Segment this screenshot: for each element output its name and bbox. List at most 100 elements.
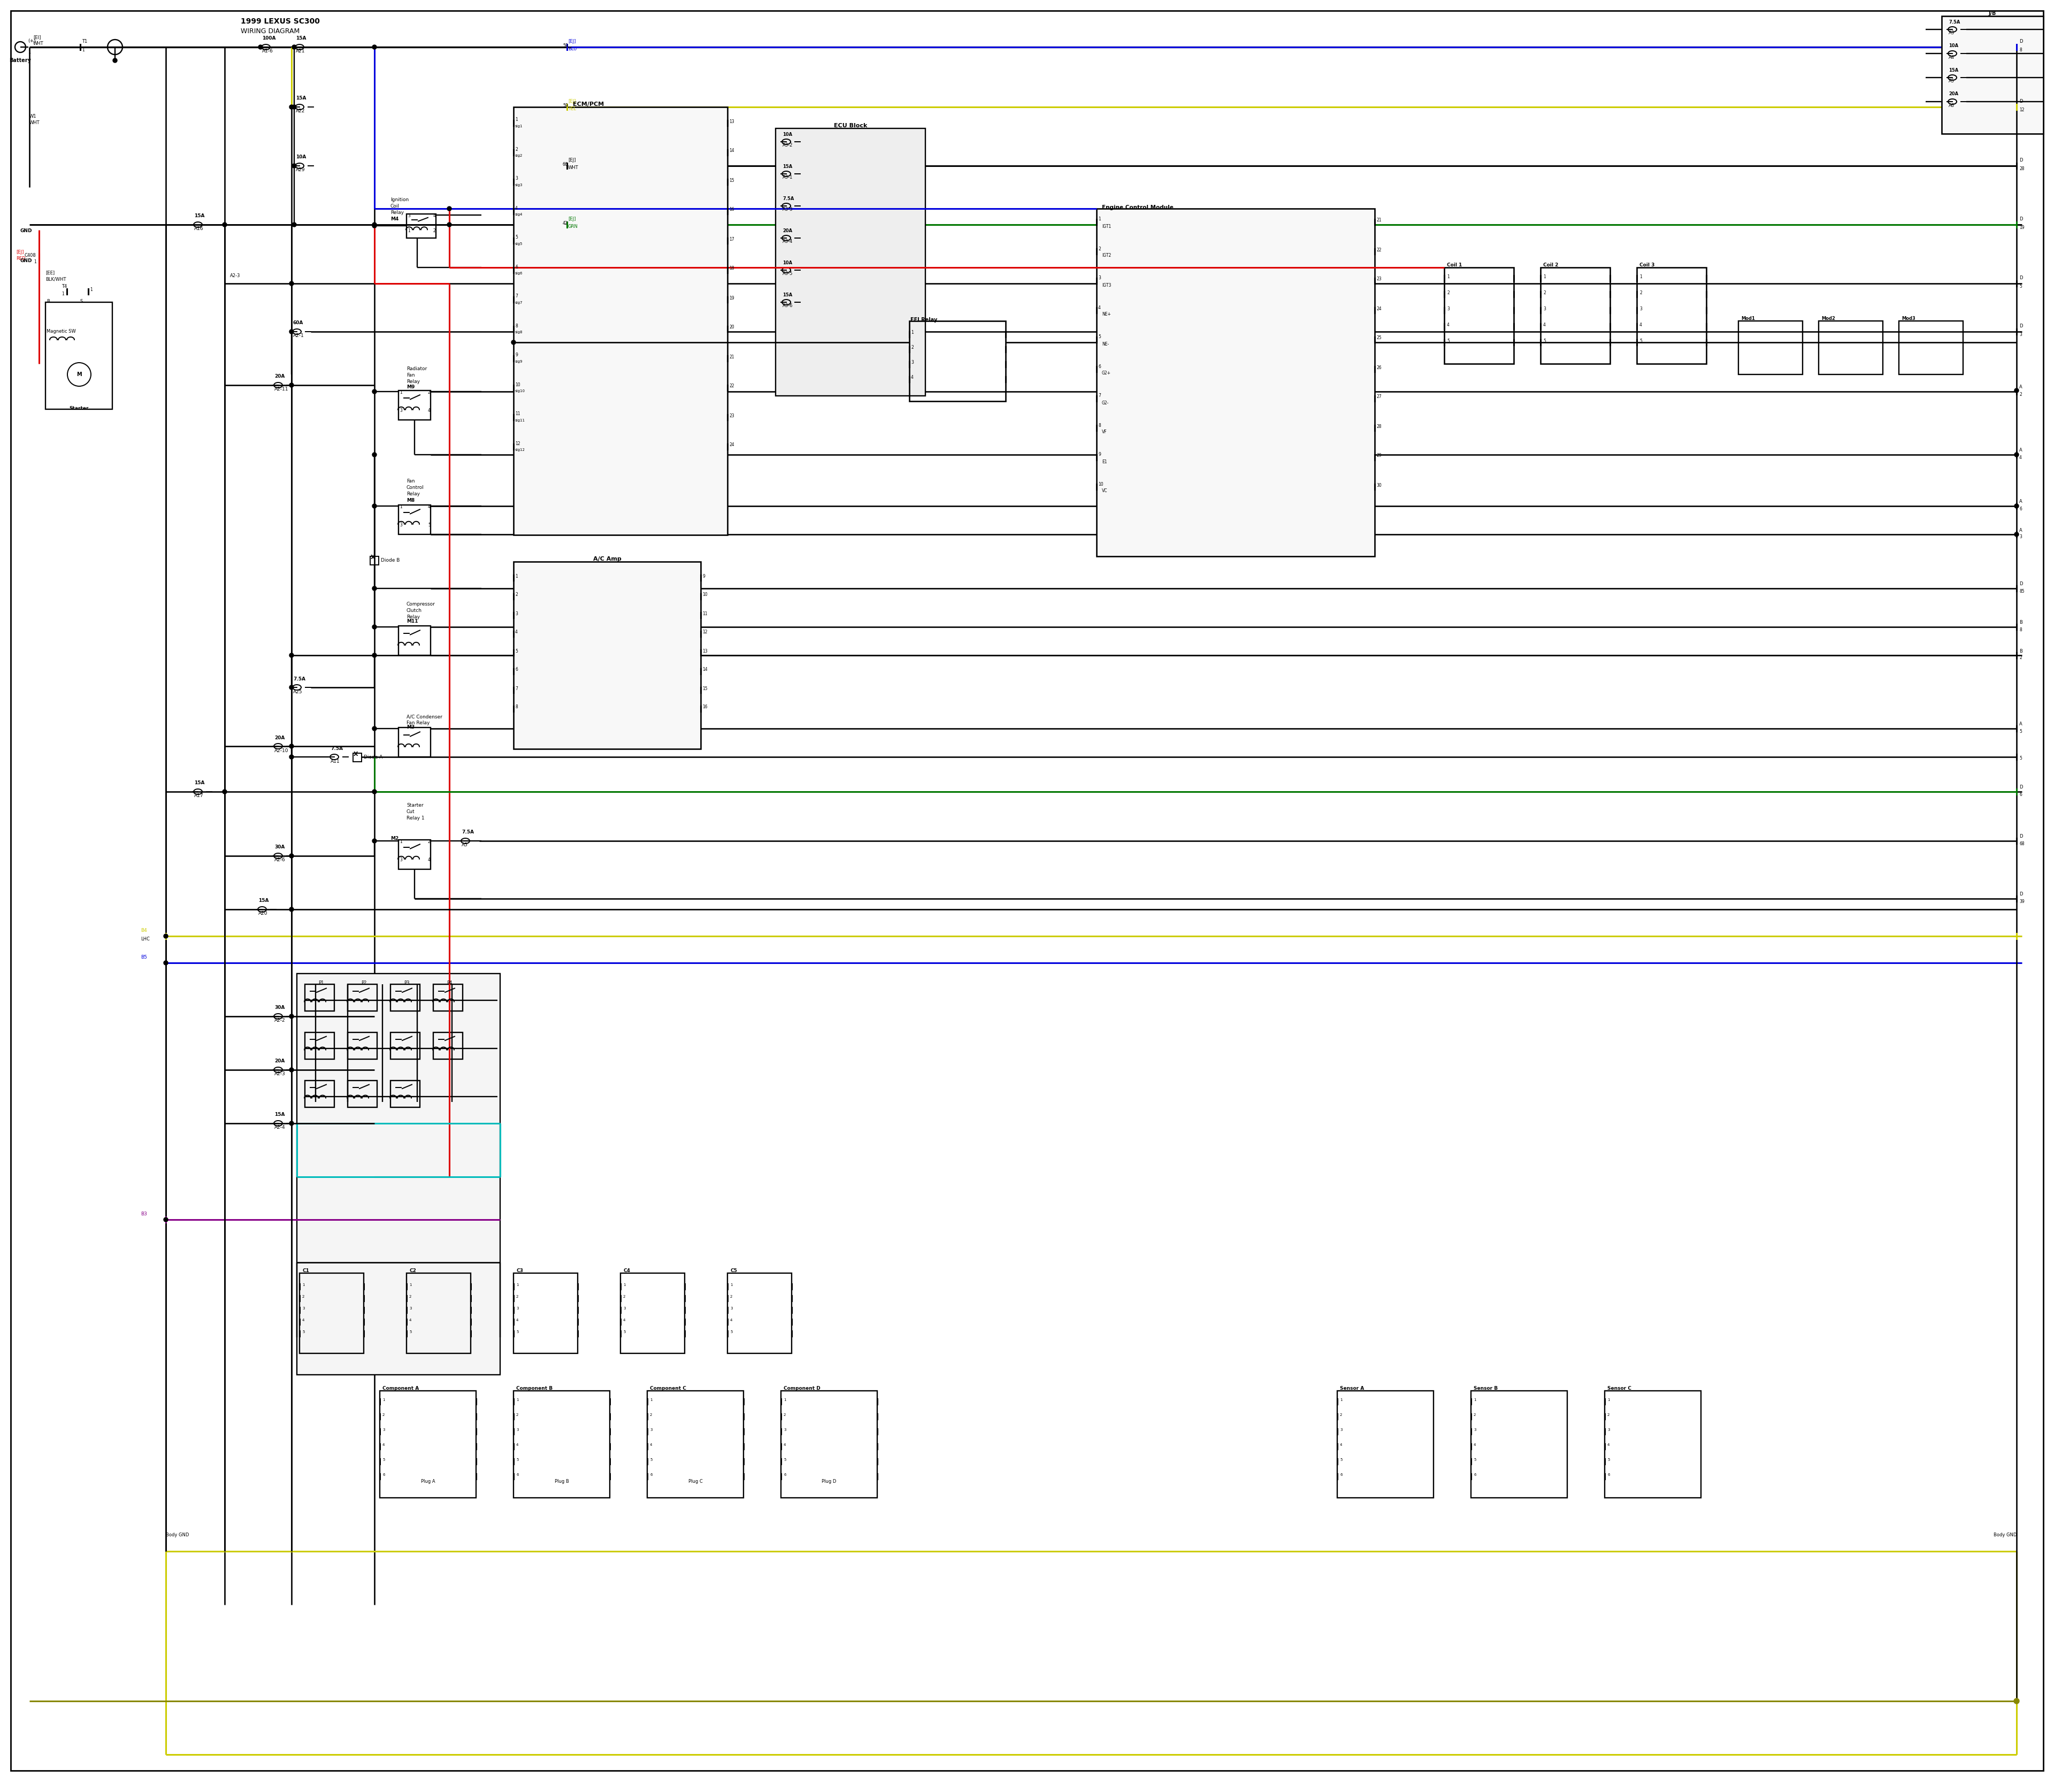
Text: 10A: 10A [296,154,306,159]
Text: Component A: Component A [382,1385,419,1391]
Text: 7.5A: 7.5A [331,745,343,751]
Circle shape [2015,532,2019,536]
Text: [EE]: [EE] [45,271,55,276]
Text: A29: A29 [296,168,306,172]
Bar [398,391,431,419]
Text: 23: 23 [729,414,733,418]
Text: 29: 29 [1376,453,1382,459]
Text: 28: 28 [1376,425,1382,428]
Bar [300,1272,364,1353]
Text: A2-1: A2-1 [294,333,304,339]
Circle shape [164,934,168,939]
Text: BLK/WHT: BLK/WHT [45,276,66,281]
Circle shape [372,652,376,658]
Circle shape [290,106,294,109]
Bar [347,1081,378,1107]
Text: S: S [80,299,82,303]
Text: M4: M4 [390,217,398,222]
Bar [1604,1391,1701,1498]
Text: 13: 13 [729,118,733,124]
Bar [1738,321,1803,375]
Text: T4: T4 [62,283,68,289]
Text: 4: 4 [910,375,914,380]
Circle shape [2013,1699,2019,1704]
Text: A/C Condenser: A/C Condenser [407,715,442,719]
Circle shape [372,839,376,842]
Text: 21: 21 [729,355,733,358]
Text: RED: RED [16,256,25,262]
Text: Relay: Relay [390,210,405,215]
Circle shape [372,726,376,731]
Text: 3: 3 [729,1306,733,1310]
Text: 2: 2 [2019,392,2021,396]
Text: sig4: sig4 [516,213,524,217]
Circle shape [2015,453,2019,457]
Bar [407,1272,470,1353]
Text: C1: C1 [302,1269,308,1272]
Text: A22: A22 [296,109,306,113]
Text: E1: E1 [1101,459,1107,464]
Text: 2: 2 [1473,1414,1477,1416]
Text: Radiator: Radiator [407,367,427,371]
Text: 12: 12 [516,441,520,446]
Text: (+): (+) [29,38,35,43]
Text: 1: 1 [407,229,411,233]
Text: C2: C2 [409,1269,417,1272]
Text: 3: 3 [516,1306,518,1310]
Bar [781,1391,877,1498]
Text: 5: 5 [302,1330,304,1333]
Text: 1: 1 [33,260,37,265]
Text: 4: 4 [1473,1443,1477,1446]
Text: 1: 1 [401,505,403,509]
Text: M11: M11 [407,620,419,624]
Text: 1: 1 [1446,274,1450,280]
Text: B5: B5 [140,955,148,961]
Text: 14: 14 [702,667,707,672]
Text: 4: 4 [2019,455,2021,461]
Text: 7.5A: 7.5A [294,676,306,681]
Text: M2: M2 [390,837,398,840]
Text: A21: A21 [296,48,306,54]
Text: 3: 3 [2019,332,2021,337]
Text: Mod2: Mod2 [1822,315,1834,321]
Text: J/B: J/B [1988,11,1996,16]
Text: 22: 22 [1376,247,1382,253]
Text: 1: 1 [409,1283,411,1287]
Text: 22: 22 [729,383,733,389]
Text: 17: 17 [729,237,733,242]
Text: A5: A5 [462,842,468,848]
Text: 3: 3 [401,409,403,412]
Text: 6: 6 [785,1473,787,1477]
Text: M3: M3 [407,726,415,729]
Bar [1444,267,1514,364]
Text: 20A: 20A [275,375,286,378]
Text: B: B [2019,620,2023,625]
Bar [390,984,419,1011]
Text: NE-: NE- [1101,342,1109,346]
Bar [304,1032,335,1059]
Text: sig10: sig10 [516,389,526,392]
Text: 4: 4 [1099,305,1101,310]
Text: 15A: 15A [275,1113,286,1116]
Text: T1: T1 [82,39,88,45]
Text: 15: 15 [702,686,707,692]
Circle shape [290,1014,294,1018]
Text: 4: 4 [1339,1443,1341,1446]
Bar [370,556,378,564]
Text: 4: 4 [729,1319,733,1322]
Bar [433,984,462,1011]
Text: 1: 1 [516,1283,518,1287]
Text: 16: 16 [729,208,733,211]
Text: Control: Control [407,486,423,491]
Text: A3-6: A3-6 [783,303,793,308]
Text: Coil 1: Coil 1 [1446,262,1462,267]
Text: sig11: sig11 [516,419,526,423]
Text: A17: A17 [195,794,203,799]
Circle shape [372,224,376,228]
Bar [910,321,1006,401]
Text: 5: 5 [1339,1459,1341,1462]
Text: 7.5A: 7.5A [783,195,795,201]
Text: 5: 5 [516,649,518,654]
Text: 15: 15 [729,177,733,183]
Bar [347,1032,378,1059]
